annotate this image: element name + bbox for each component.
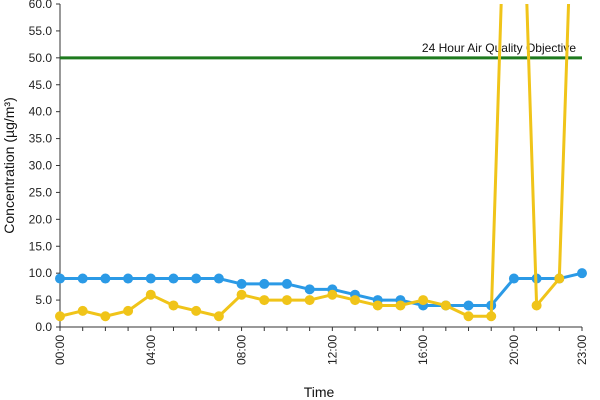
data-point	[168, 300, 179, 311]
data-point	[304, 295, 315, 306]
x-tick-label: 23:00	[575, 335, 589, 365]
data-point	[440, 300, 451, 311]
y-tick-label: 45.0	[29, 78, 53, 92]
x-tick-label: 12:00	[325, 335, 339, 365]
series-2	[55, 4, 571, 322]
y-tick-label: 10.0	[29, 266, 53, 280]
data-point	[236, 289, 247, 300]
y-tick-label: 25.0	[29, 185, 53, 199]
y-tick-label: 55.0	[29, 24, 53, 38]
y-tick-label: 5.0	[35, 293, 52, 307]
y-tick-label: 35.0	[29, 132, 53, 146]
y-tick-label: 0.0	[35, 320, 52, 334]
data-point	[463, 311, 474, 322]
x-tick-label: 00:00	[53, 335, 67, 365]
y-tick-label: 30.0	[29, 159, 53, 173]
data-point	[77, 305, 88, 316]
series-line	[60, 271, 583, 307]
data-point	[531, 300, 542, 311]
data-point	[213, 311, 224, 322]
series-group	[55, 4, 587, 322]
data-point	[395, 300, 406, 311]
x-axis: 00:00 04:00 08:00 12:00 16:00 20:00 23:00	[53, 326, 589, 365]
data-point	[508, 273, 519, 284]
data-point	[577, 268, 587, 279]
data-point	[259, 278, 270, 289]
data-point	[281, 295, 292, 306]
x-tick-label: 08:00	[235, 335, 249, 365]
data-point	[145, 289, 156, 300]
data-point	[145, 273, 156, 284]
x-tick-label: 20:00	[507, 335, 521, 365]
data-point	[100, 273, 111, 284]
y-tick-label: 15.0	[29, 239, 53, 253]
data-point	[213, 273, 224, 284]
data-point	[123, 273, 134, 284]
y-axis-title: Concentration (µg/m³)	[1, 97, 17, 233]
data-point	[486, 311, 497, 322]
data-point	[168, 273, 179, 284]
y-tick-label: 50.0	[29, 51, 53, 65]
data-point	[123, 305, 134, 316]
x-tick-label: 16:00	[416, 335, 430, 365]
data-point	[259, 295, 270, 306]
data-point	[281, 278, 292, 289]
data-point	[236, 278, 247, 289]
data-point	[77, 273, 88, 284]
data-point	[350, 295, 361, 306]
data-point	[55, 311, 65, 322]
data-point	[55, 273, 65, 284]
data-point	[191, 305, 202, 316]
data-point	[463, 300, 474, 311]
data-point	[304, 284, 315, 295]
data-point	[554, 273, 565, 284]
data-point	[418, 295, 429, 306]
data-point	[191, 273, 202, 284]
x-axis-title: Time	[304, 384, 335, 400]
y-tick-label: 20.0	[29, 212, 53, 226]
y-tick-label: 40.0	[29, 105, 53, 119]
data-point	[372, 300, 383, 311]
data-point	[327, 289, 338, 300]
y-axis: 0.0 5.0 10.0 15.0 20.0 25.0 30.0 35.0 40.0 45.0 50…	[29, 0, 61, 334]
data-point	[100, 311, 111, 322]
series-1	[55, 268, 587, 311]
x-tick-label: 04:00	[144, 335, 158, 365]
y-tick-label: 60.0	[29, 0, 53, 11]
